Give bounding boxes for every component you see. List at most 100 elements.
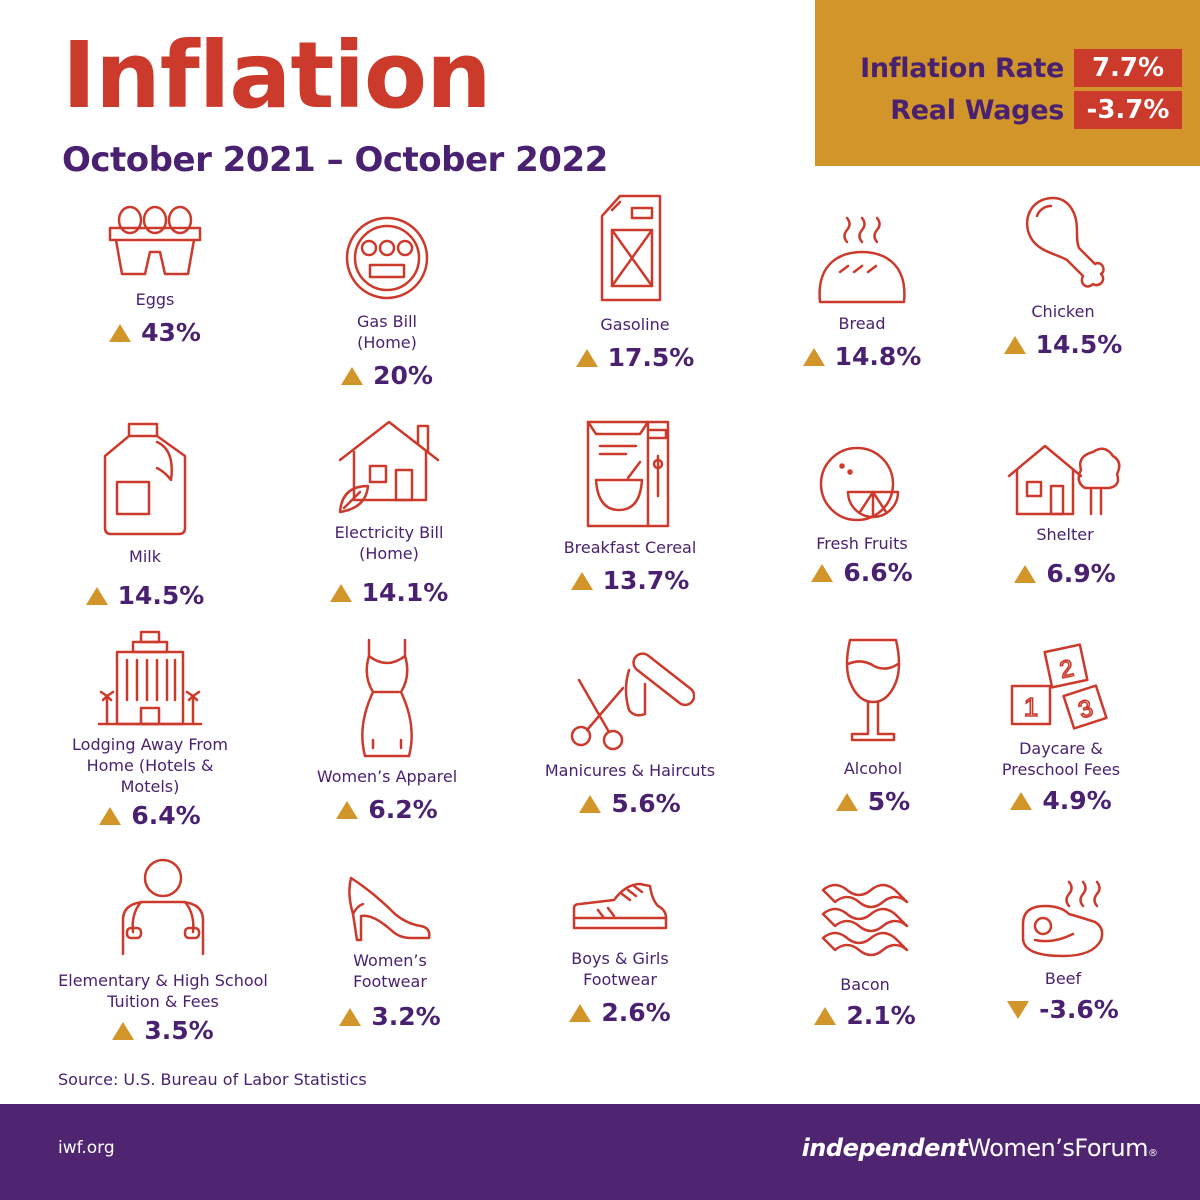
item-value: 6.4% xyxy=(131,801,201,830)
footer-bar: iwf.org independent Women’sForum ® xyxy=(0,1104,1200,1200)
inflation-rate-row: Inflation Rate 7.7% xyxy=(860,48,1182,88)
item-bread: Bread 14.8% xyxy=(747,212,977,371)
bacon-icon xyxy=(821,883,909,957)
item-change: 43% xyxy=(109,318,201,347)
item-change: -3.6% xyxy=(1007,995,1119,1024)
item-label: Manicures & Haircuts xyxy=(544,761,716,780)
item-value: 14.1% xyxy=(361,578,449,607)
item-value: 2.1% xyxy=(846,1001,916,1030)
item-change: 14.5% xyxy=(85,581,205,610)
increase-arrow-icon xyxy=(579,794,602,813)
item-label: Bread xyxy=(838,314,886,333)
item-value: 2.6% xyxy=(601,998,671,1027)
item-value: 14.8% xyxy=(834,342,922,371)
increase-arrow-icon xyxy=(575,348,598,367)
item-value: 6.2% xyxy=(368,795,438,824)
item-change: 17.5% xyxy=(575,343,694,372)
wine-glass-icon xyxy=(845,638,901,742)
item-change: 13.7% xyxy=(570,566,689,595)
increase-arrow-icon xyxy=(85,586,108,605)
item-change: 6.6% xyxy=(811,558,913,587)
item-shelter: Shelter 6.9% xyxy=(950,438,1180,588)
item-change: 6.2% xyxy=(336,795,438,824)
item-change: 3.5% xyxy=(112,1016,214,1045)
item-breakfast-cereal: Breakfast Cereal 13.7% xyxy=(515,416,745,595)
item-change: 14.5% xyxy=(1003,330,1123,359)
item-value: 3.5% xyxy=(144,1016,214,1045)
increase-arrow-icon xyxy=(339,1007,362,1026)
chicken-leg-icon xyxy=(1025,196,1105,288)
increase-arrow-icon xyxy=(569,1003,592,1022)
increase-arrow-icon xyxy=(1010,791,1033,810)
item-change: 14.8% xyxy=(802,342,922,371)
item-womens-apparel: Women’s Apparel 6.2% xyxy=(272,636,502,824)
item-change: 2.6% xyxy=(569,998,671,1027)
high-heel-icon xyxy=(348,876,431,942)
item-label: Women’s Footwear xyxy=(353,951,427,991)
item-change: 5.6% xyxy=(579,789,681,818)
item-value: 6.6% xyxy=(843,558,913,587)
item-change: 3.2% xyxy=(339,1002,441,1031)
item-gas-bill: Gas Bill (Home) 20% xyxy=(272,210,502,390)
svg-text:2: 2 xyxy=(1057,655,1076,684)
item-label: Milk xyxy=(129,547,161,566)
increase-arrow-icon xyxy=(835,792,858,811)
item-milk: Milk 14.5% xyxy=(30,420,260,610)
item-change: 6.4% xyxy=(99,801,201,830)
milk-jug-icon xyxy=(103,422,187,536)
item-alcohol: Alcohol 5% xyxy=(758,636,988,816)
item-change: 4.9% xyxy=(1010,786,1112,815)
summary-box: Inflation Rate 7.7% Real Wages -3.7% xyxy=(815,0,1200,166)
item-label: Fresh Fruits xyxy=(816,534,908,553)
hotel-icon xyxy=(97,630,203,726)
increase-arrow-icon xyxy=(1014,564,1037,583)
inflation-rate-label: Inflation Rate xyxy=(860,52,1064,84)
item-electricity-bill: Electricity Bill (Home) 14.1% xyxy=(274,416,504,607)
increase-arrow-icon xyxy=(336,800,359,819)
item-fresh-fruits: Fresh Fruits 6.6% xyxy=(747,442,977,587)
item-value: 20% xyxy=(373,361,433,390)
real-wages-value: -3.7% xyxy=(1074,91,1182,129)
item-label: Elementary & High School Tuition & Fees xyxy=(58,971,268,1011)
svg-text:1: 1 xyxy=(1024,692,1038,722)
increase-arrow-icon xyxy=(811,563,834,582)
svg-text:3: 3 xyxy=(1075,694,1096,724)
item-label: Beef xyxy=(1044,969,1082,988)
item-eggs: Eggs 43% xyxy=(40,188,270,347)
logo-text: Women’sForum xyxy=(967,1134,1148,1162)
logo-bold-text: independent xyxy=(801,1134,968,1162)
increase-arrow-icon xyxy=(341,366,364,385)
item-label: Bacon xyxy=(840,975,890,994)
item-label: Gasoline xyxy=(600,315,670,334)
footer-url-link[interactable]: iwf.org xyxy=(58,1138,115,1158)
item-value: 4.9% xyxy=(1042,786,1112,815)
scissors-nail-file-icon xyxy=(570,652,695,751)
item-value: 14.5% xyxy=(117,581,205,610)
eco-house-icon xyxy=(338,420,440,514)
egg-carton-icon xyxy=(108,205,202,276)
increase-arrow-icon xyxy=(1003,335,1026,354)
item-label: Boys & Girls Footwear xyxy=(571,949,669,989)
registered-mark: ® xyxy=(1148,1148,1158,1159)
increase-arrow-icon xyxy=(112,1021,135,1040)
item-gasoline: Gasoline 17.5% xyxy=(520,188,750,372)
steak-icon xyxy=(1021,880,1104,958)
item-value: 3.2% xyxy=(371,1002,441,1031)
increase-arrow-icon xyxy=(814,1006,837,1025)
item-value: 14.5% xyxy=(1035,330,1123,359)
increase-arrow-icon xyxy=(99,806,122,825)
item-label: Chicken xyxy=(1031,302,1095,321)
item-beef: Beef -3.6% xyxy=(948,878,1178,1024)
item-manicures: Manicures & Haircuts 5.6% xyxy=(515,640,745,818)
dress-icon xyxy=(361,638,413,758)
item-label: Shelter xyxy=(1036,525,1094,544)
item-label: Lodging Away From Home (Hotels & Motels) xyxy=(72,735,228,796)
increase-arrow-icon xyxy=(329,583,352,602)
bread-icon xyxy=(818,216,906,304)
cereal-box-icon xyxy=(586,420,670,528)
real-wages-label: Real Wages xyxy=(890,94,1064,126)
increase-arrow-icon xyxy=(802,347,825,366)
gas-meter-icon xyxy=(345,216,429,300)
item-value: 6.9% xyxy=(1046,559,1116,588)
increase-arrow-icon xyxy=(109,323,132,342)
